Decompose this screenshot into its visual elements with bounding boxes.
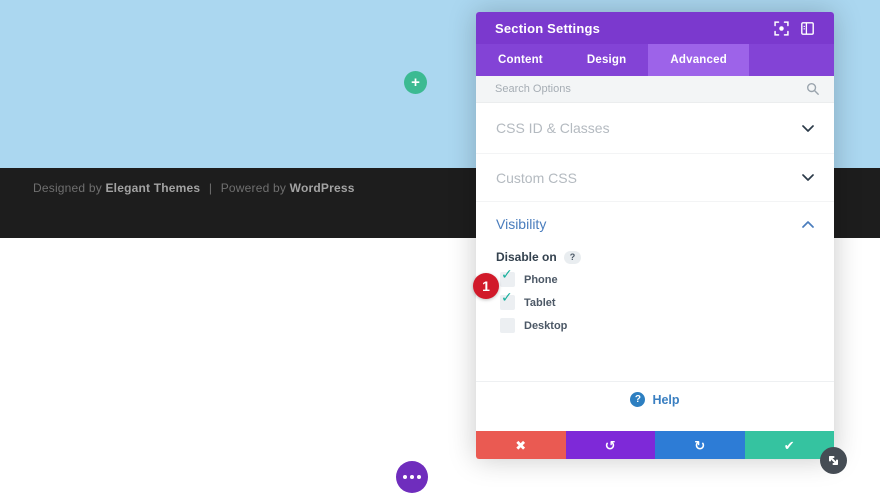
toggle-panel-layout-button[interactable] (794, 17, 820, 39)
site-credit: Designed by Elegant Themes | Powered by … (33, 181, 355, 195)
redo-button[interactable]: ↻ (655, 431, 745, 459)
tab-design[interactable]: Design (565, 44, 649, 76)
checkbox-row-desktop: Desktop (500, 318, 834, 333)
checkbox-tablet[interactable]: ✓ (500, 290, 515, 310)
ellipsis-icon (417, 475, 421, 479)
divider (476, 381, 834, 382)
field-help-icon[interactable]: ? (563, 250, 582, 264)
checkbox-phone[interactable]: ✓ (500, 267, 515, 287)
plus-icon: + (411, 73, 420, 91)
modal-body: CSS ID & Classes Custom CSS Visibility D… (476, 103, 834, 431)
ellipsis-icon (410, 475, 414, 479)
disable-on-field: Disable on ? (496, 250, 834, 264)
section-toggle-custom-css[interactable]: Custom CSS (476, 154, 834, 202)
check-icon: ✓ (501, 289, 513, 305)
section-title: CSS ID & Classes (496, 120, 610, 136)
checkmark-icon: ✔ (783, 437, 795, 453)
undo-button[interactable]: ↺ (565, 431, 655, 459)
search-options-input[interactable] (495, 83, 806, 95)
help-icon: ? (630, 392, 646, 407)
expand-modal-button[interactable] (768, 17, 794, 39)
section-toggle-visibility[interactable]: Visibility (476, 202, 834, 246)
resize-diagonal-icon (829, 456, 838, 465)
page-settings-button[interactable] (396, 461, 428, 493)
close-icon: ✖ (515, 437, 527, 453)
redo-icon: ↻ (694, 437, 706, 453)
checkbox-label-desktop: Desktop (524, 319, 568, 332)
check-icon: ✓ (501, 266, 513, 282)
checkbox-label-phone: Phone (524, 273, 558, 286)
credit-separator: | (208, 181, 213, 195)
help-label: Help (652, 392, 680, 407)
section-toggle-css-id-classes[interactable]: CSS ID & Classes (476, 103, 834, 154)
discard-button[interactable]: ✖ (476, 431, 566, 459)
search-bar (476, 76, 834, 103)
section-title: Custom CSS (496, 169, 577, 186)
modal-tab-bar: Content Design Advanced (476, 44, 834, 76)
section-settings-modal: Section Settings (476, 12, 834, 459)
credit-link-wordpress[interactable]: WordPress (289, 181, 355, 195)
credit-prefix: Designed by (33, 181, 102, 195)
tab-content[interactable]: Content (476, 44, 565, 76)
viewfinder-icon (773, 20, 789, 36)
annotation-badge: 1 (473, 273, 499, 299)
modal-action-bar: ✖ ↺ ↻ ✔ (476, 431, 834, 459)
ellipsis-icon (403, 475, 407, 479)
modal-header[interactable]: Section Settings (476, 12, 834, 44)
split-layout-icon (800, 21, 814, 35)
undo-icon: ↺ (604, 437, 616, 453)
magnifier-icon (806, 82, 819, 95)
chevron-down-icon (802, 174, 814, 181)
section-title: Visibility (496, 216, 547, 232)
tab-advanced[interactable]: Advanced (648, 44, 749, 76)
checkbox-desktop[interactable] (500, 318, 515, 333)
add-row-button[interactable]: + (404, 71, 427, 94)
chevron-up-icon (802, 220, 814, 228)
credit-middle: Powered by (220, 181, 287, 195)
credit-link-elegant-themes[interactable]: Elegant Themes (105, 181, 201, 195)
checkbox-row-phone: ✓ Phone (500, 267, 834, 287)
checkbox-label-tablet: Tablet (524, 296, 556, 309)
resize-handle[interactable] (820, 447, 847, 474)
checkbox-row-tablet: ✓ Tablet (500, 290, 834, 310)
chevron-down-icon (802, 124, 814, 132)
save-button[interactable]: ✔ (744, 431, 834, 459)
disable-on-label: Disable on (496, 250, 557, 264)
help-button[interactable]: ? Help (476, 382, 834, 419)
modal-title: Section Settings (495, 20, 601, 36)
